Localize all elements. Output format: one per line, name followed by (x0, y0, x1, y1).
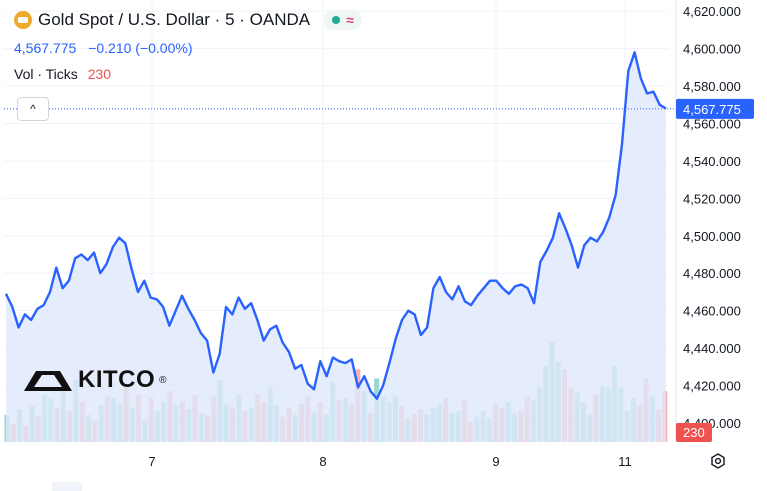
y-tick-label: 4,540.000 (683, 154, 741, 169)
collapse-legend-button[interactable]: ^ (17, 97, 49, 121)
x-tick-label: 9 (492, 454, 499, 469)
y-tick-label: 4,500.000 (683, 229, 741, 244)
kitco-wordmark: KITCO (78, 366, 156, 393)
y-tick-label: 4,600.000 (683, 42, 741, 57)
y-tick-label: 4,580.000 (683, 79, 741, 94)
y-tick-label: 4,460.000 (683, 304, 741, 319)
y-tick-label: 4,440.000 (683, 341, 741, 356)
last-volume-tag: 230 (676, 423, 712, 442)
last-price-tag-label: 4,567.775 (683, 102, 741, 117)
gold-coin-icon (14, 11, 32, 29)
y-tick-label: 4,560.000 (683, 116, 741, 131)
current-price: 4,567.775 (14, 40, 77, 56)
price-axis: 4,620.000 4,600.000 4,580.000 4,560.000 4,54… (683, 4, 741, 431)
symbol-header: Gold Spot / U.S. Dollar · 5 · OANDA ≈ (14, 10, 362, 30)
gear-icon (711, 453, 725, 469)
y-tick-label: 4,420.000 (683, 379, 741, 394)
y-tick-label: 4,620.000 (683, 4, 741, 19)
market-open-dot-icon (332, 16, 341, 24)
price-area-fill (6, 52, 666, 443)
x-tick-label: 11 (618, 454, 632, 469)
wave-icon: ≈ (346, 12, 354, 28)
last-price-tag-bg (676, 98, 754, 119)
time-axis: 7 8 9 11 (148, 454, 631, 469)
price-change: −0.210 (−0.00%) (88, 40, 193, 56)
volume-legend[interactable]: Vol · Ticks 230 (14, 66, 111, 82)
registered-mark: ® (159, 374, 167, 386)
kitco-mark-icon (24, 371, 72, 391)
y-tick-label: 4,520.000 (683, 191, 741, 206)
quote-line: 4,567.775 −0.210 (−0.00%) (14, 40, 192, 56)
last-volume-tag-bg (676, 423, 712, 442)
market-status-pill[interactable]: ≈ (324, 10, 362, 30)
last-price-tag: 4,567.775 (676, 98, 754, 119)
y-tick-label: 4,480.000 (683, 266, 741, 281)
bottom-scroll-tab[interactable] (52, 482, 82, 491)
price-line-series (4, 51, 667, 400)
chart-settings-button[interactable] (707, 450, 729, 472)
last-volume-tag-label: 230 (683, 425, 705, 440)
volume-label: Vol · Ticks (14, 66, 78, 82)
x-tick-label: 8 (319, 454, 326, 469)
symbol-title[interactable]: Gold Spot / U.S. Dollar · 5 · OANDA (38, 10, 311, 29)
x-tick-label: 7 (148, 454, 155, 469)
kitco-logo: KITCO ® (22, 366, 167, 394)
volume-value: 230 (87, 66, 112, 82)
chevron-up-icon: ^ (30, 102, 36, 116)
